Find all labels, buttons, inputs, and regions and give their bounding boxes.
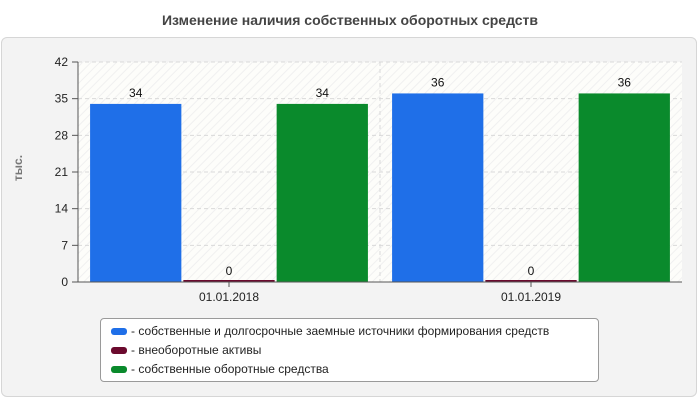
bar	[485, 280, 577, 282]
legend-label: - собственные оборотные средства	[131, 362, 329, 376]
y-tick-label: 28	[55, 128, 69, 142]
data-label: 0	[226, 264, 233, 278]
data-label: 0	[528, 264, 535, 278]
chart-legend: - собственные и долгосрочные заемные ист…	[100, 318, 599, 382]
bar	[183, 280, 275, 282]
y-tick-label: 14	[55, 202, 69, 216]
x-tick-label: 01.01.2019	[501, 290, 561, 304]
legend-item: - собственные и долгосрочные заемные ист…	[111, 322, 598, 341]
bar	[276, 103, 368, 283]
legend-swatch	[111, 366, 127, 373]
y-tick-label: 7	[61, 238, 68, 252]
y-axis-label: тыс.	[11, 155, 25, 181]
x-tick-label: 01.01.2018	[199, 290, 259, 304]
y-tick-label: 21	[55, 165, 69, 179]
data-label: 34	[129, 86, 143, 100]
y-tick-label: 42	[55, 55, 69, 69]
data-label: 36	[431, 75, 445, 89]
y-tick-label: 0	[61, 275, 68, 289]
legend-swatch	[111, 328, 127, 335]
data-label: 34	[316, 86, 330, 100]
legend-item: - собственные оборотные средства	[111, 360, 598, 379]
legend-swatch	[111, 347, 127, 354]
legend-label: - собственные и долгосрочные заемные ист…	[131, 324, 550, 338]
legend-label: - внеоборотные активы	[131, 343, 262, 357]
bar	[392, 93, 484, 282]
data-label: 36	[618, 75, 632, 89]
bar	[90, 103, 182, 283]
bar	[578, 93, 670, 282]
legend-item: - внеоборотные активы	[111, 341, 598, 360]
y-tick-label: 35	[55, 92, 69, 106]
chart-title: Изменение наличия собственных оборотных …	[161, 12, 539, 28]
